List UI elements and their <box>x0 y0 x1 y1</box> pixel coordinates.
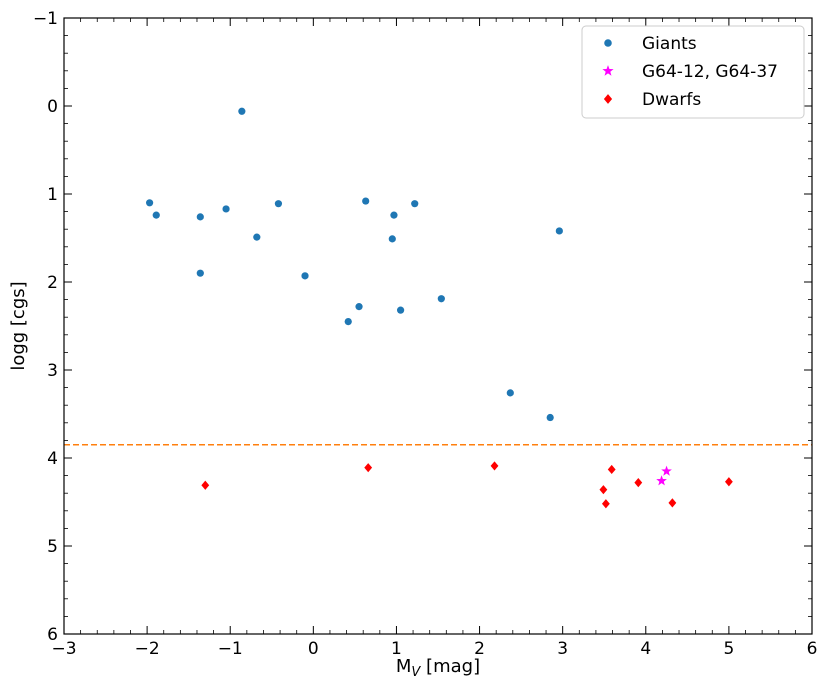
data-point <box>555 227 563 235</box>
y-tick-label: 5 <box>47 537 58 557</box>
series-dwarfs <box>201 461 733 509</box>
data-point <box>146 199 154 207</box>
series-g64-12-g64-37 <box>656 465 672 486</box>
data-point <box>355 303 363 311</box>
data-point <box>656 475 667 486</box>
x-tick-label: 5 <box>723 639 734 659</box>
data-point <box>152 211 160 219</box>
data-point <box>607 464 616 475</box>
data-point <box>661 465 672 476</box>
data-point <box>601 499 610 509</box>
legend-box <box>581 25 805 119</box>
x-tick-label: 6 <box>807 639 818 659</box>
legend: Giants G64-12, G64-37 Dwarfs <box>581 25 805 119</box>
data-point <box>599 485 608 495</box>
series-giants <box>146 107 563 422</box>
data-point <box>724 477 733 487</box>
legend-label: G64-12, G64-37 <box>642 62 778 82</box>
x-tick-label: −2 <box>135 639 160 659</box>
x-tick-label: 1 <box>391 639 402 659</box>
data-point <box>238 107 246 115</box>
plot-area <box>64 107 812 509</box>
data-point <box>222 205 230 213</box>
axes: −3 −2 −1 0 1 2 3 4 5 6 −1 0 1 2 3 4 5 6 <box>33 9 817 659</box>
data-point <box>201 480 210 490</box>
x-tick-label: −1 <box>218 639 243 659</box>
x-axis-label: MV [mag] <box>396 656 480 680</box>
y-tick-label: 0 <box>47 97 58 117</box>
plot-frame <box>63 17 813 635</box>
x-tick-label: −3 <box>51 639 76 659</box>
x-tick-label: 4 <box>640 639 651 659</box>
y-tick-label: −1 <box>33 9 58 29</box>
legend-marker <box>602 65 614 76</box>
y-tick-label: 1 <box>47 185 58 205</box>
data-point <box>301 272 309 280</box>
data-point <box>546 413 554 422</box>
data-point <box>506 389 514 397</box>
data-point <box>397 306 405 314</box>
y-tick-label: 4 <box>47 449 58 469</box>
data-point <box>196 213 204 221</box>
data-point <box>437 295 445 303</box>
legend-marker <box>603 94 613 104</box>
y-tick-label: 2 <box>47 273 58 293</box>
data-point <box>362 197 370 205</box>
x-tick-label: 0 <box>308 639 319 659</box>
x-tick-label: 3 <box>557 639 568 659</box>
data-point <box>364 463 373 473</box>
legend-marker <box>604 39 612 47</box>
legend-label: Giants <box>642 34 697 54</box>
data-point <box>668 498 677 508</box>
data-point <box>344 318 352 326</box>
data-point <box>411 200 419 208</box>
data-point <box>390 211 398 219</box>
x-tick-label: 2 <box>474 639 485 659</box>
legend-label: Dwarfs <box>642 90 701 110</box>
y-axis-label: logg [cgs] <box>8 281 29 370</box>
data-point <box>490 461 499 471</box>
data-point <box>196 269 204 277</box>
y-tick-label: 3 <box>47 361 58 381</box>
y-tick-label: 6 <box>47 625 58 645</box>
data-point <box>274 200 283 208</box>
data-point <box>388 235 396 243</box>
data-point <box>253 233 261 241</box>
data-point <box>634 478 643 488</box>
